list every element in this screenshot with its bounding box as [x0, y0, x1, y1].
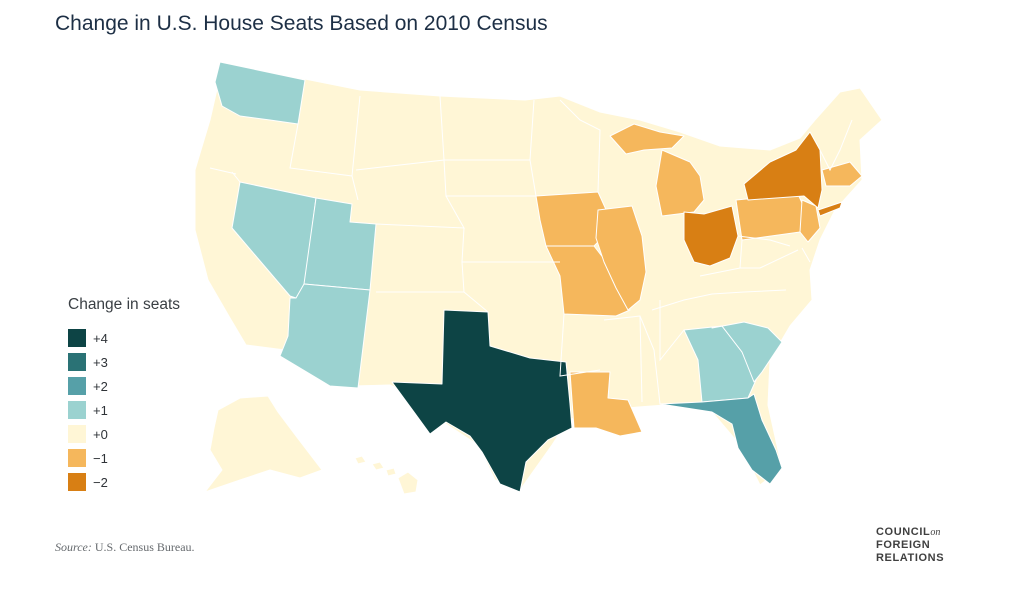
state-arizona — [279, 283, 371, 389]
state-michigan-upper — [609, 123, 685, 155]
source-note: Source: U.S. Census Bureau. — [55, 540, 195, 555]
legend-label: +1 — [93, 402, 108, 418]
legend-item-plus4: +4 — [68, 326, 180, 350]
state-new-york — [743, 131, 823, 209]
legend-swatch — [68, 377, 86, 395]
logo-line-3: RELATIONS — [876, 552, 945, 564]
map-title: Change in U.S. House Seats Based on 2010… — [55, 12, 548, 35]
state-hawaii-islands — [354, 455, 397, 477]
legend-title: Change in seats — [68, 296, 181, 313]
legend-label: +0 — [93, 426, 108, 442]
state-ohio — [683, 205, 739, 267]
state-massachusetts — [821, 161, 863, 187]
legend-swatch — [68, 425, 86, 443]
state-new-york-long-island — [817, 201, 843, 217]
logo-line-1: COUNCILon — [876, 526, 944, 539]
state-new-jersey — [799, 199, 821, 243]
legend-item-zero: +0 — [68, 422, 180, 446]
state-washington — [214, 61, 306, 125]
logo-word-council: COUNCIL — [876, 526, 931, 538]
legend-label: −1 — [93, 450, 108, 466]
state-south-carolina — [711, 321, 783, 383]
state-hawaii — [397, 471, 419, 495]
legend-swatch — [68, 353, 86, 371]
legend-swatch — [68, 329, 86, 347]
legend-label: −2 — [93, 474, 108, 490]
state-michigan — [655, 149, 705, 217]
state-missouri — [545, 245, 631, 317]
logo-line-2: FOREIGN — [876, 539, 931, 551]
state-louisiana — [569, 371, 643, 437]
legend-item-plus2: +2 — [68, 374, 180, 398]
legend-label: +2 — [93, 378, 108, 394]
state-alaska — [204, 395, 323, 493]
state-texas — [391, 309, 573, 493]
legend-swatch — [68, 401, 86, 419]
state-pennsylvania — [735, 193, 807, 241]
legend-label: +4 — [93, 330, 108, 346]
legend-swatch — [68, 449, 86, 467]
source-text: U.S. Census Bureau. — [94, 540, 195, 554]
state-illinois — [595, 205, 647, 311]
legend-swatch — [68, 473, 86, 491]
legend-item-plus1: +1 — [68, 398, 180, 422]
legend-item-plus3: +3 — [68, 350, 180, 374]
legend: Change in seats +4 +3 +2 +1 +0 −1 −2 — [68, 296, 180, 494]
cfr-logo: COUNCILon FOREIGN RELATIONS — [876, 526, 944, 565]
logo-word-on: on — [930, 527, 941, 538]
source-label: Source: — [55, 540, 92, 554]
state-borders — [209, 95, 853, 405]
state-florida — [659, 393, 783, 485]
legend-item-minus1: −1 — [68, 446, 180, 470]
legend-item-minus2: −2 — [68, 470, 180, 494]
legend-label: +3 — [93, 354, 108, 370]
